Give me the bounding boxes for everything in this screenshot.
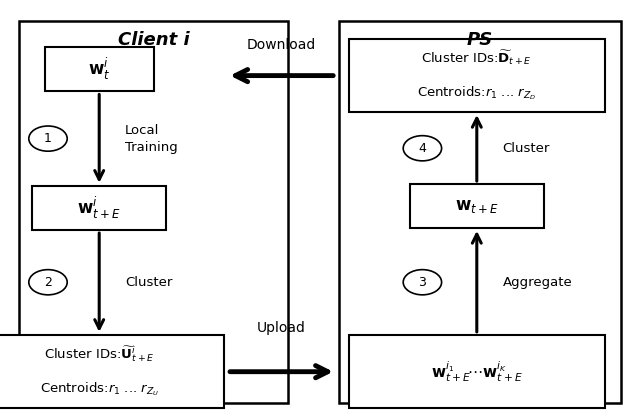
Circle shape (29, 270, 67, 295)
Text: Centroids:$r_1$ ... $r_{Z_U}$: Centroids:$r_1$ ... $r_{Z_U}$ (40, 381, 159, 398)
Text: $\mathbf{w}_{t+E}^i$: $\mathbf{w}_{t+E}^i$ (77, 195, 121, 221)
FancyBboxPatch shape (0, 335, 224, 408)
Circle shape (403, 270, 442, 295)
Text: PS: PS (467, 31, 493, 49)
FancyBboxPatch shape (410, 184, 544, 228)
Text: Cluster IDs:$\widetilde{\mathbf{D}}_{t+E}$: Cluster IDs:$\widetilde{\mathbf{D}}_{t+E… (422, 49, 532, 67)
Text: Local
Training: Local Training (125, 123, 177, 154)
Text: Upload: Upload (257, 321, 306, 336)
Text: $\mathbf{w}_{t+E}$: $\mathbf{w}_{t+E}$ (455, 197, 499, 215)
Text: $\mathbf{w}_t^i$: $\mathbf{w}_t^i$ (88, 56, 111, 82)
Text: Aggregate: Aggregate (502, 276, 572, 289)
Text: $\mathbf{w}_{t+E}^{i_1}\!\cdots\mathbf{w}_{t+E}^{i_K}$: $\mathbf{w}_{t+E}^{i_1}\!\cdots\mathbf{w… (431, 360, 523, 384)
FancyBboxPatch shape (339, 21, 621, 403)
Text: Client i: Client i (118, 31, 189, 49)
Text: 2: 2 (44, 276, 52, 289)
Text: Cluster IDs:$\widetilde{\mathbf{U}}_{t+E}^i$: Cluster IDs:$\widetilde{\mathbf{U}}_{t+E… (44, 344, 154, 364)
FancyBboxPatch shape (19, 21, 288, 403)
Text: Centroids:$r_1$ ... $r_{Z_D}$: Centroids:$r_1$ ... $r_{Z_D}$ (417, 84, 536, 102)
Text: 1: 1 (44, 132, 52, 145)
Text: 3: 3 (419, 276, 426, 289)
FancyBboxPatch shape (349, 335, 605, 408)
FancyBboxPatch shape (32, 186, 166, 230)
Circle shape (403, 136, 442, 161)
Text: Cluster: Cluster (502, 142, 550, 155)
FancyBboxPatch shape (349, 39, 605, 112)
Text: Download: Download (247, 38, 316, 52)
FancyBboxPatch shape (45, 47, 154, 92)
Circle shape (29, 126, 67, 151)
Text: Cluster: Cluster (125, 276, 172, 289)
Text: 4: 4 (419, 142, 426, 155)
